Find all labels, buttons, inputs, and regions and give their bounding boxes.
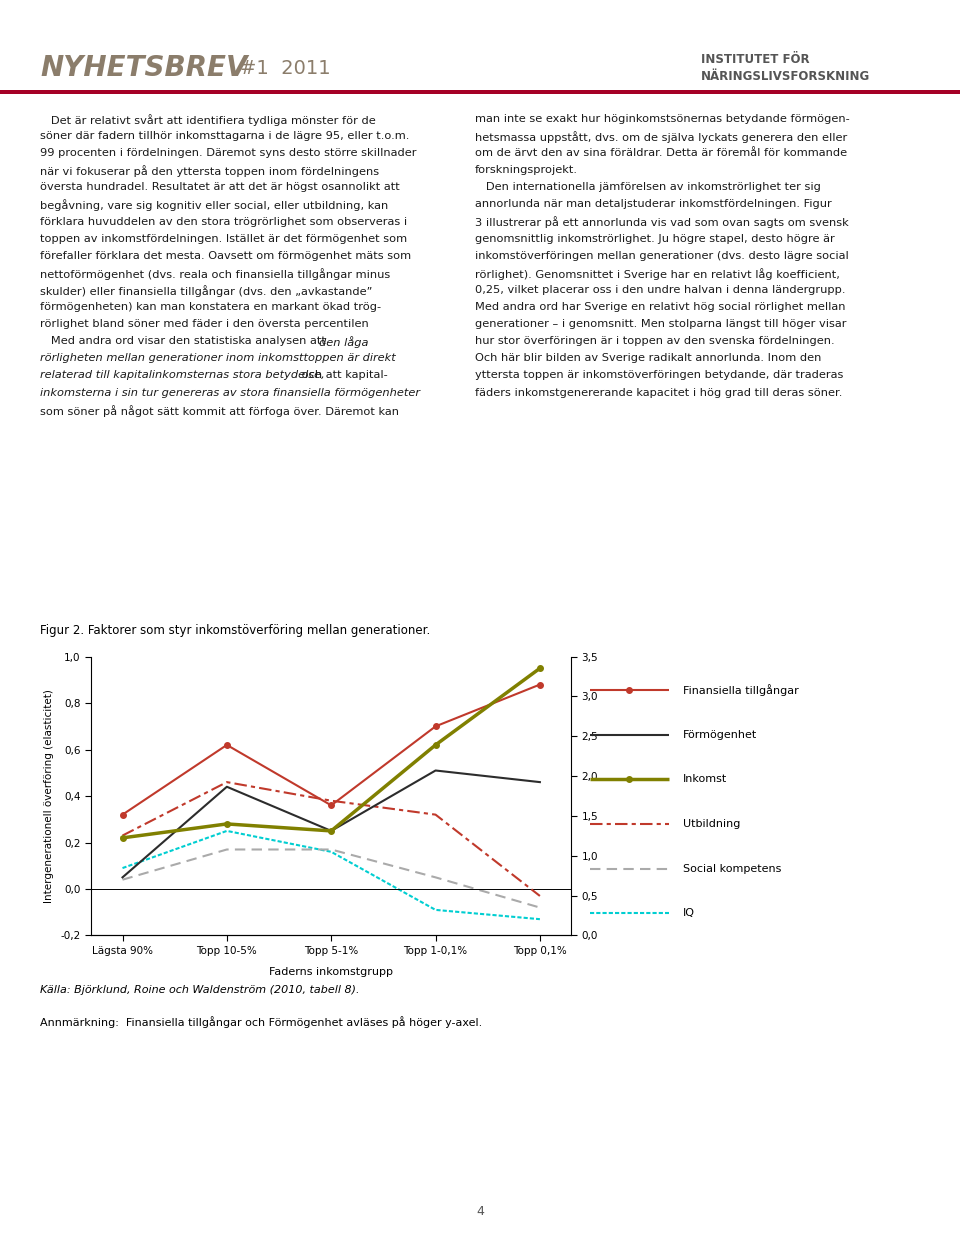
Text: förefaller förklara det mesta. Oavsett om förmögenhet mäts som: förefaller förklara det mesta. Oavsett o…: [40, 250, 412, 260]
Text: förmögenheten) kan man konstatera en markant ökad trög-: förmögenheten) kan man konstatera en mar…: [40, 302, 381, 312]
Text: 0,25, vilket placerar oss i den undre halvan i denna ländergrupp.: 0,25, vilket placerar oss i den undre ha…: [475, 285, 846, 295]
Text: översta hundradel. Resultatet är att det är högst osannolikt att: översta hundradel. Resultatet är att det…: [40, 182, 400, 192]
Text: rörlighet bland söner med fäder i den översta percentilen: rörlighet bland söner med fäder i den öv…: [40, 320, 369, 330]
Text: yttersta toppen är inkomstöverföringen betydande, där traderas: yttersta toppen är inkomstöverföringen b…: [475, 370, 844, 380]
Text: Annmärkning:  Finansiella tillgångar och Förmögenhet avläses på höger y-axel.: Annmärkning: Finansiella tillgångar och …: [40, 1016, 483, 1028]
Text: forskningsprojekt.: forskningsprojekt.: [475, 165, 578, 175]
Text: annorlunda när man detaljstuderar inkomstfördelningen. Figur: annorlunda när man detaljstuderar inkoms…: [475, 199, 832, 209]
Text: Figur 2. Faktorer som styr inkomstöverföring mellan generationer.: Figur 2. Faktorer som styr inkomstöverfö…: [40, 624, 431, 637]
Text: Förmögenhet: Förmögenhet: [683, 730, 757, 740]
Text: Den internationella jämförelsen av inkomströrlighet ter sig: Den internationella jämförelsen av inkom…: [475, 182, 821, 192]
Text: och att kapital-: och att kapital-: [298, 370, 387, 380]
Text: IQ: IQ: [683, 908, 695, 918]
Y-axis label: Intergenerationell överföring (elasticitet): Intergenerationell överföring (elasticit…: [43, 689, 54, 903]
Text: NYHETSBREV: NYHETSBREV: [40, 55, 248, 82]
Text: Och här blir bilden av Sverige radikalt annorlunda. Inom den: Och här blir bilden av Sverige radikalt …: [475, 353, 822, 363]
Text: Utbildning: Utbildning: [683, 819, 740, 829]
Text: Inkomst: Inkomst: [683, 774, 727, 784]
Text: INSTITUTET FÖR: INSTITUTET FÖR: [701, 53, 809, 66]
Text: rörlighet). Genomsnittet i Sverige har en relativt låg koefficient,: rörlighet). Genomsnittet i Sverige har e…: [475, 268, 840, 280]
Text: 4: 4: [476, 1206, 484, 1218]
Text: Social kompetens: Social kompetens: [683, 864, 781, 873]
Text: genomsnittlig inkomströrlighet. Ju högre stapel, desto högre är: genomsnittlig inkomströrlighet. Ju högre…: [475, 234, 835, 244]
Text: inkomstöverföringen mellan generationer (dvs. desto lägre social: inkomstöverföringen mellan generationer …: [475, 250, 849, 260]
Text: fäders inkomstgenererande kapacitet i hög grad till deras söner.: fäders inkomstgenererande kapacitet i hö…: [475, 388, 843, 398]
Text: 3 illustrerar på ett annorlunda vis vad som ovan sagts om svensk: 3 illustrerar på ett annorlunda vis vad …: [475, 217, 849, 228]
Text: nettoförmögenhet (dvs. reala och finansiella tillgångar minus: nettoförmögenhet (dvs. reala och finansi…: [40, 268, 391, 280]
Text: söner där fadern tillhör inkomsttagarna i de lägre 95, eller t.o.m.: söner där fadern tillhör inkomsttagarna …: [40, 131, 410, 141]
Text: generationer – i genomsnitt. Men stolparna längst till höger visar: generationer – i genomsnitt. Men stolpar…: [475, 320, 847, 330]
Text: inkomsterna i sin tur genereras av stora finansiella förmögenheter: inkomsterna i sin tur genereras av stora…: [40, 388, 420, 398]
Text: relaterad till kapitalinkomsternas stora betydelse,: relaterad till kapitalinkomsternas stora…: [40, 370, 325, 380]
Text: förklara huvuddelen av den stora trögrörlighet som observeras i: förklara huvuddelen av den stora trögrör…: [40, 217, 407, 227]
Text: Det är relativt svårt att identifiera tydliga mönster för de: Det är relativt svårt att identifiera ty…: [40, 114, 376, 126]
Text: hur stor överföringen är i toppen av den svenska fördelningen.: hur stor överföringen är i toppen av den…: [475, 336, 835, 346]
Text: hetsmassa uppstått, dvs. om de själva lyckats generera den eller: hetsmassa uppstått, dvs. om de själva ly…: [475, 131, 848, 142]
Text: begåvning, vare sig kognitiv eller social, eller utbildning, kan: begåvning, vare sig kognitiv eller socia…: [40, 199, 389, 212]
Text: Finansiella tillgångar: Finansiella tillgångar: [683, 684, 799, 696]
Text: när vi fokuserar på den yttersta toppen inom fördelningens: när vi fokuserar på den yttersta toppen …: [40, 165, 379, 177]
Text: Med andra ord visar den statistiska analysen att: Med andra ord visar den statistiska anal…: [40, 336, 330, 346]
Text: Källa: Björklund, Roine och Waldenström (2010, tabell 8).: Källa: Björklund, Roine och Waldenström …: [40, 985, 360, 995]
Text: Med andra ord har Sverige en relativt hög social rörlighet mellan: Med andra ord har Sverige en relativt hö…: [475, 302, 846, 312]
X-axis label: Faderns inkomstgrupp: Faderns inkomstgrupp: [269, 966, 394, 978]
Text: den låga: den låga: [319, 336, 369, 348]
Text: 99 procenten i fördelningen. Däremot syns desto större skillnader: 99 procenten i fördelningen. Däremot syn…: [40, 149, 417, 159]
Text: rörligheten mellan generationer inom inkomsttoppen är direkt: rörligheten mellan generationer inom ink…: [40, 353, 396, 363]
Text: som söner på något sätt kommit att förfoga över. Däremot kan: som söner på något sätt kommit att förfo…: [40, 405, 399, 416]
Text: man inte se exakt hur höginkomstsönernas betydande förmögen-: man inte se exakt hur höginkomstsönernas…: [475, 114, 850, 124]
Text: NÄRINGSLIVSFORSKNING: NÄRINGSLIVSFORSKNING: [701, 71, 870, 83]
Text: skulder) eller finansiella tillgångar (dvs. den „avkastande”: skulder) eller finansiella tillgångar (d…: [40, 285, 372, 297]
Text: toppen av inkomstfördelningen. Istället är det förmögenhet som: toppen av inkomstfördelningen. Istället …: [40, 234, 407, 244]
Text: #1  2011: #1 2011: [240, 58, 330, 78]
Text: om de ärvt den av sina föräldrar. Detta är föremål för kommande: om de ärvt den av sina föräldrar. Detta …: [475, 149, 848, 159]
